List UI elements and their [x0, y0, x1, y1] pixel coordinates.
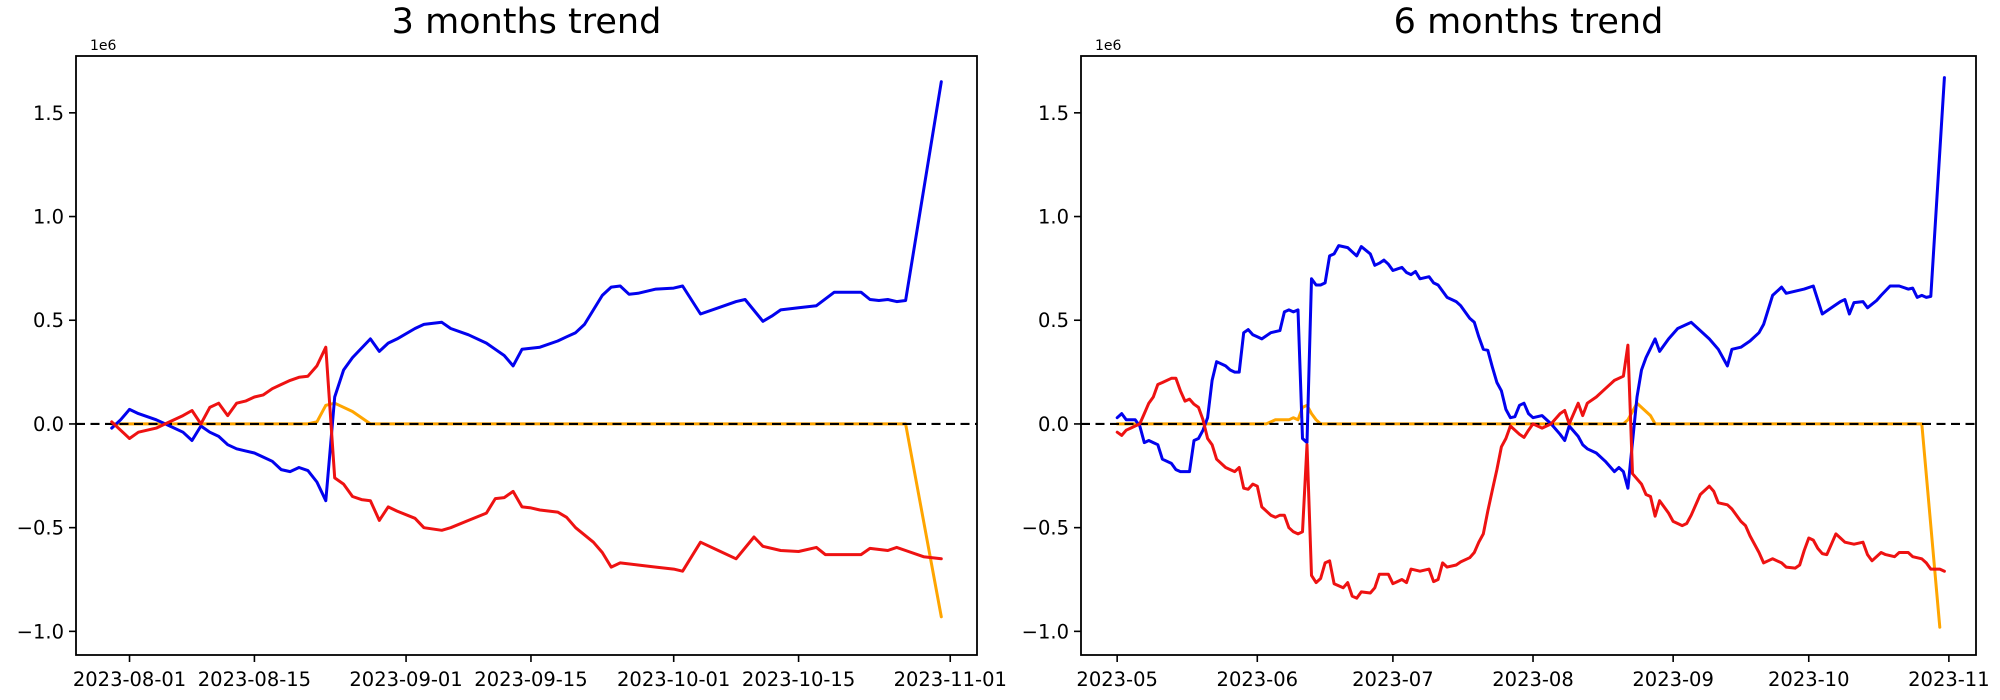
- y-tick-label: −1.0: [17, 620, 64, 643]
- chart-panel-2: 2023-05 2023-06 2023-07 2023-08 2023-09 2023-…: [1022, 2, 1990, 691]
- y-tick-label: 0.0: [1038, 413, 1069, 436]
- chart-panel-1: 2023-08-01 2023-08-15 2023-09-01 2023-09-15…: [17, 2, 1007, 691]
- x-tick-label: 2023-07: [1352, 668, 1433, 691]
- y-tick-label: 1.5: [33, 102, 64, 125]
- y-tick-label: 1.0: [1038, 206, 1069, 229]
- series-red-line: [1115, 343, 1946, 600]
- y-tick-label: −0.5: [17, 517, 64, 540]
- x-tick-label: 2023-11: [1908, 668, 1989, 691]
- x-tick-label: 2023-08: [1492, 668, 1573, 691]
- x-tick-label: 2023-05: [1076, 668, 1157, 691]
- axes-box: [75, 55, 978, 656]
- x-tick-label: 2023-08-15: [198, 668, 311, 691]
- x-tick-label: 2023-06: [1217, 668, 1298, 691]
- y-tick-label: 0.5: [1038, 309, 1069, 332]
- x-tick-label: 2023-10-01: [617, 668, 730, 691]
- series-blue-line: [1115, 76, 1946, 490]
- chart-title: 3 months trend: [392, 2, 662, 42]
- x-tick-label: 2023-10: [1768, 668, 1849, 691]
- y-axis-offset-label: 1e6: [90, 38, 117, 54]
- y-tick-label: 0.5: [33, 309, 64, 332]
- y-tick-label: −0.5: [1022, 517, 1069, 540]
- y-tick-label: 0.0: [33, 413, 64, 436]
- y-tick-label: 1.5: [1038, 102, 1069, 125]
- axes-box: [1080, 55, 1977, 656]
- series-orange-line: [1115, 401, 1942, 629]
- x-tick-label: 2023-10-15: [742, 668, 855, 691]
- x-tick-label: 2023-09: [1632, 668, 1713, 691]
- series-blue-line: [110, 80, 943, 503]
- x-tick-label: 2023-11-01: [894, 668, 1007, 691]
- x-tick-label: 2023-09-01: [349, 668, 462, 691]
- series-red-line: [110, 345, 943, 573]
- y-tick-label: −1.0: [1022, 620, 1069, 643]
- x-tick-label: 2023-09-15: [474, 668, 587, 691]
- y-axis-offset-label: 1e6: [1095, 38, 1122, 54]
- chart-title: 6 months trend: [1394, 2, 1664, 42]
- series-orange-line: [110, 401, 943, 619]
- x-tick-label: 2023-08-01: [73, 668, 186, 691]
- y-tick-label: 1.0: [33, 206, 64, 229]
